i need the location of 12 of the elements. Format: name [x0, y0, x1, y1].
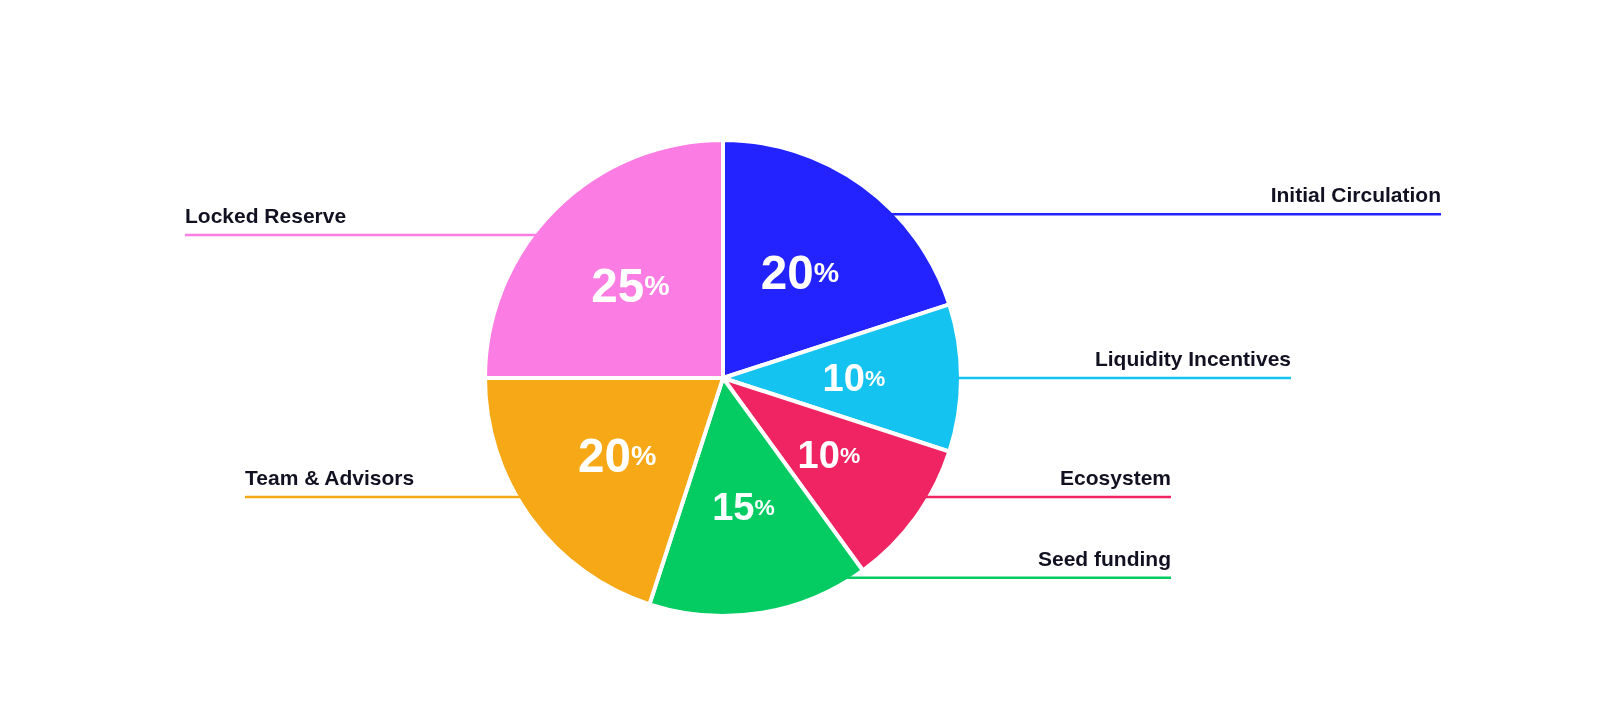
- data-label: 15%: [712, 486, 775, 529]
- slice-label: Ecosystem: [1060, 465, 1171, 489]
- slice-label: Seed funding: [1038, 546, 1171, 570]
- data-label: 20%: [760, 245, 840, 299]
- slice-label: Initial Circulation: [1270, 183, 1441, 207]
- data-label: 20%: [577, 428, 657, 482]
- slice-label: Locked Reserve: [185, 203, 347, 227]
- slice-label: Team & Advisors: [245, 465, 415, 489]
- data-label: 10%: [797, 433, 861, 476]
- data-label: 10%: [822, 357, 886, 399]
- data-label: 25%: [591, 258, 670, 312]
- slice-label: Liquidity Incentives: [1094, 347, 1291, 370]
